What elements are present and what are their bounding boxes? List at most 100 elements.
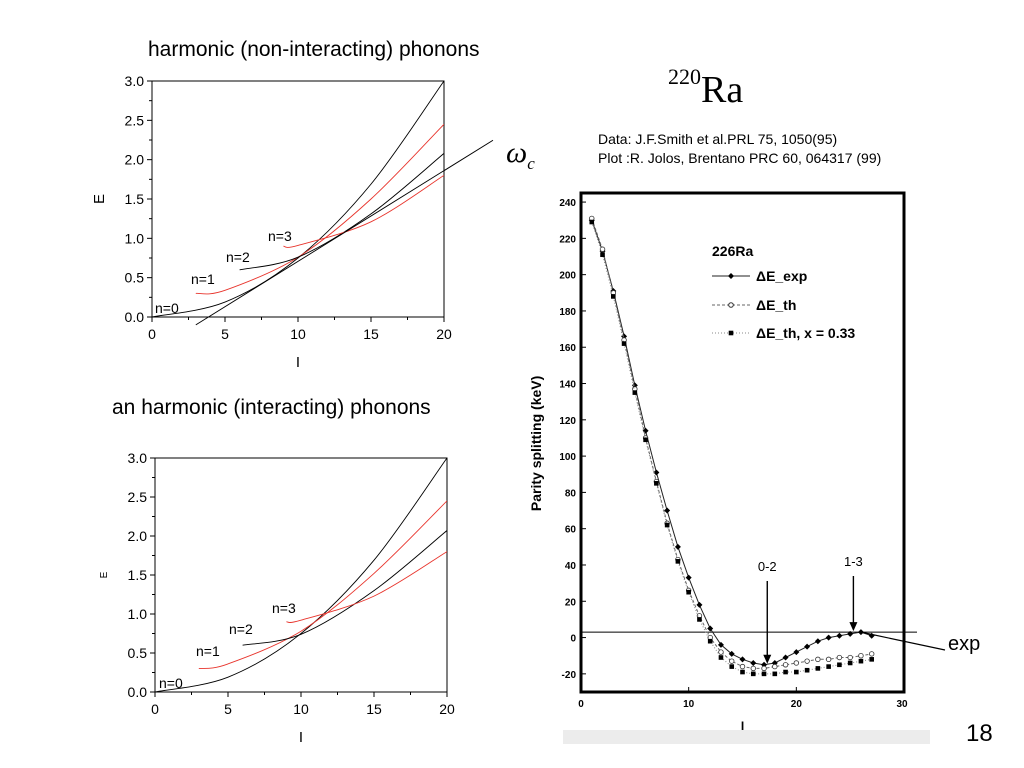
y-tick-label: 1.5 xyxy=(128,567,148,583)
data-point xyxy=(782,654,789,661)
data-point xyxy=(804,643,811,650)
y-tick-label: 180 xyxy=(559,307,576,318)
x-tick-label: 0 xyxy=(148,326,156,342)
chart1-title: harmonic (non-interacting) phonons xyxy=(148,38,480,61)
data-point xyxy=(728,650,735,657)
data-point xyxy=(825,634,832,641)
x-tick-label: 10 xyxy=(683,699,695,710)
series-line-1 xyxy=(591,218,872,669)
data-point xyxy=(686,589,691,595)
data-point xyxy=(793,660,800,666)
y-tick-label: 160 xyxy=(559,343,576,354)
data-point xyxy=(740,669,745,675)
y-tick-label: 1.0 xyxy=(125,230,145,246)
x-axis-label: I xyxy=(299,729,303,746)
y-tick-label: -20 xyxy=(562,670,577,681)
y-axis-label: Parity splitting (keV) xyxy=(528,376,544,511)
data-point xyxy=(858,653,864,659)
data-point xyxy=(718,655,724,660)
y-tick-label: 2.0 xyxy=(128,528,148,544)
curve-label: n=3 xyxy=(268,228,292,244)
data-point xyxy=(826,664,831,669)
series-line-1 xyxy=(195,123,444,295)
data-point xyxy=(782,662,789,668)
annotation-label: 0-2 xyxy=(758,559,777,574)
data-point xyxy=(804,667,810,673)
legend-entry: ΔE_th, x = 0.33 xyxy=(756,325,855,341)
y-tick-label: 1.0 xyxy=(128,606,148,622)
data-point xyxy=(825,656,832,663)
series-group xyxy=(155,458,447,692)
plot-frame xyxy=(154,457,448,693)
data-point xyxy=(837,662,842,668)
series-group xyxy=(152,81,444,317)
y-tick-label: 120 xyxy=(559,416,576,427)
y-axis-label: E xyxy=(99,571,110,578)
y-tick-label: 0.0 xyxy=(125,309,145,325)
data-point xyxy=(696,601,703,608)
y-tick-label: 60 xyxy=(565,525,577,536)
series-line-4 xyxy=(195,170,445,326)
x-tick-label: 20 xyxy=(791,699,803,710)
y-tick-label: 240 xyxy=(559,198,576,209)
data-point xyxy=(793,649,800,656)
y-tick-label: 200 xyxy=(559,271,576,282)
exp-pointer-line xyxy=(860,631,946,651)
legend-title: 226Ra xyxy=(712,243,753,259)
data-point xyxy=(869,651,875,657)
page-number: 18 xyxy=(966,720,993,747)
omega-c-label: ωc xyxy=(506,136,535,174)
series-line-2 xyxy=(239,153,444,271)
x-tick-label: 0 xyxy=(578,699,584,710)
curve-label: n=0 xyxy=(159,675,183,691)
x-tick-label: 15 xyxy=(366,701,382,717)
x-axis-label: I xyxy=(741,719,744,733)
data-point xyxy=(783,669,788,675)
curve-label: n=0 xyxy=(155,300,179,316)
data-point xyxy=(697,617,702,622)
data-point xyxy=(589,219,595,225)
chart2: 0.0 0.5 1.0 1.5 2.0 2.5 3.0 0 5 10 15 20 I En=0 n=1 n=2… xyxy=(99,450,455,746)
annotation-arrowhead xyxy=(763,654,772,664)
legend-marker xyxy=(728,302,734,308)
data-credit: Data: J.F.Smith et al.PRL 75, 1050(95) xyxy=(598,131,838,147)
legend-entry: ΔE_exp xyxy=(756,268,807,284)
y-tick-label: 140 xyxy=(559,380,576,391)
x-tick-label: 15 xyxy=(363,326,379,342)
chart3: -20 0 20 40 60 80 100 120 140 160 180 200 220 240 0 10 2… xyxy=(528,191,946,733)
data-point xyxy=(814,638,821,645)
isotope-mass: 220 xyxy=(668,64,701,89)
isotope-symbol: Ra xyxy=(701,69,744,111)
data-point xyxy=(750,665,756,672)
data-point xyxy=(772,671,778,677)
chart1: 0.0 0.5 1.0 1.5 2.0 2.5 3.0 0 5 10 15 20 I En=0 n=1 n=2… xyxy=(91,73,452,371)
x-tick-label: 30 xyxy=(896,699,908,710)
x-tick-label: 20 xyxy=(439,701,455,717)
x-tick-label: 5 xyxy=(221,326,229,342)
data-point xyxy=(643,437,648,443)
annotation-arrowhead xyxy=(849,622,858,632)
curve-label: n=1 xyxy=(191,271,215,287)
y-tick-label: 0.5 xyxy=(128,645,148,661)
data-point xyxy=(847,630,854,637)
data-point xyxy=(599,246,606,252)
data-point xyxy=(621,341,627,346)
y-tick-label: 2.0 xyxy=(125,152,145,168)
data-point xyxy=(836,654,843,661)
data-point xyxy=(632,390,638,395)
x-tick-label: 10 xyxy=(293,701,309,717)
plot-credit: Plot :R. Jolos, Brentano PRC 60, 064317 … xyxy=(598,150,882,166)
y-tick-label: 0 xyxy=(570,634,576,645)
omega-c-line xyxy=(443,139,494,172)
series-line-1 xyxy=(198,500,447,670)
annotation-label: 1-3 xyxy=(844,554,863,569)
y-tick-label: 3.0 xyxy=(125,73,145,89)
data-point xyxy=(611,294,616,299)
data-point xyxy=(729,658,735,664)
y-tick-label: 2.5 xyxy=(125,112,145,128)
data-point xyxy=(815,656,821,663)
y-axis-label: E xyxy=(91,194,108,204)
y-tick-label: 40 xyxy=(565,561,577,572)
